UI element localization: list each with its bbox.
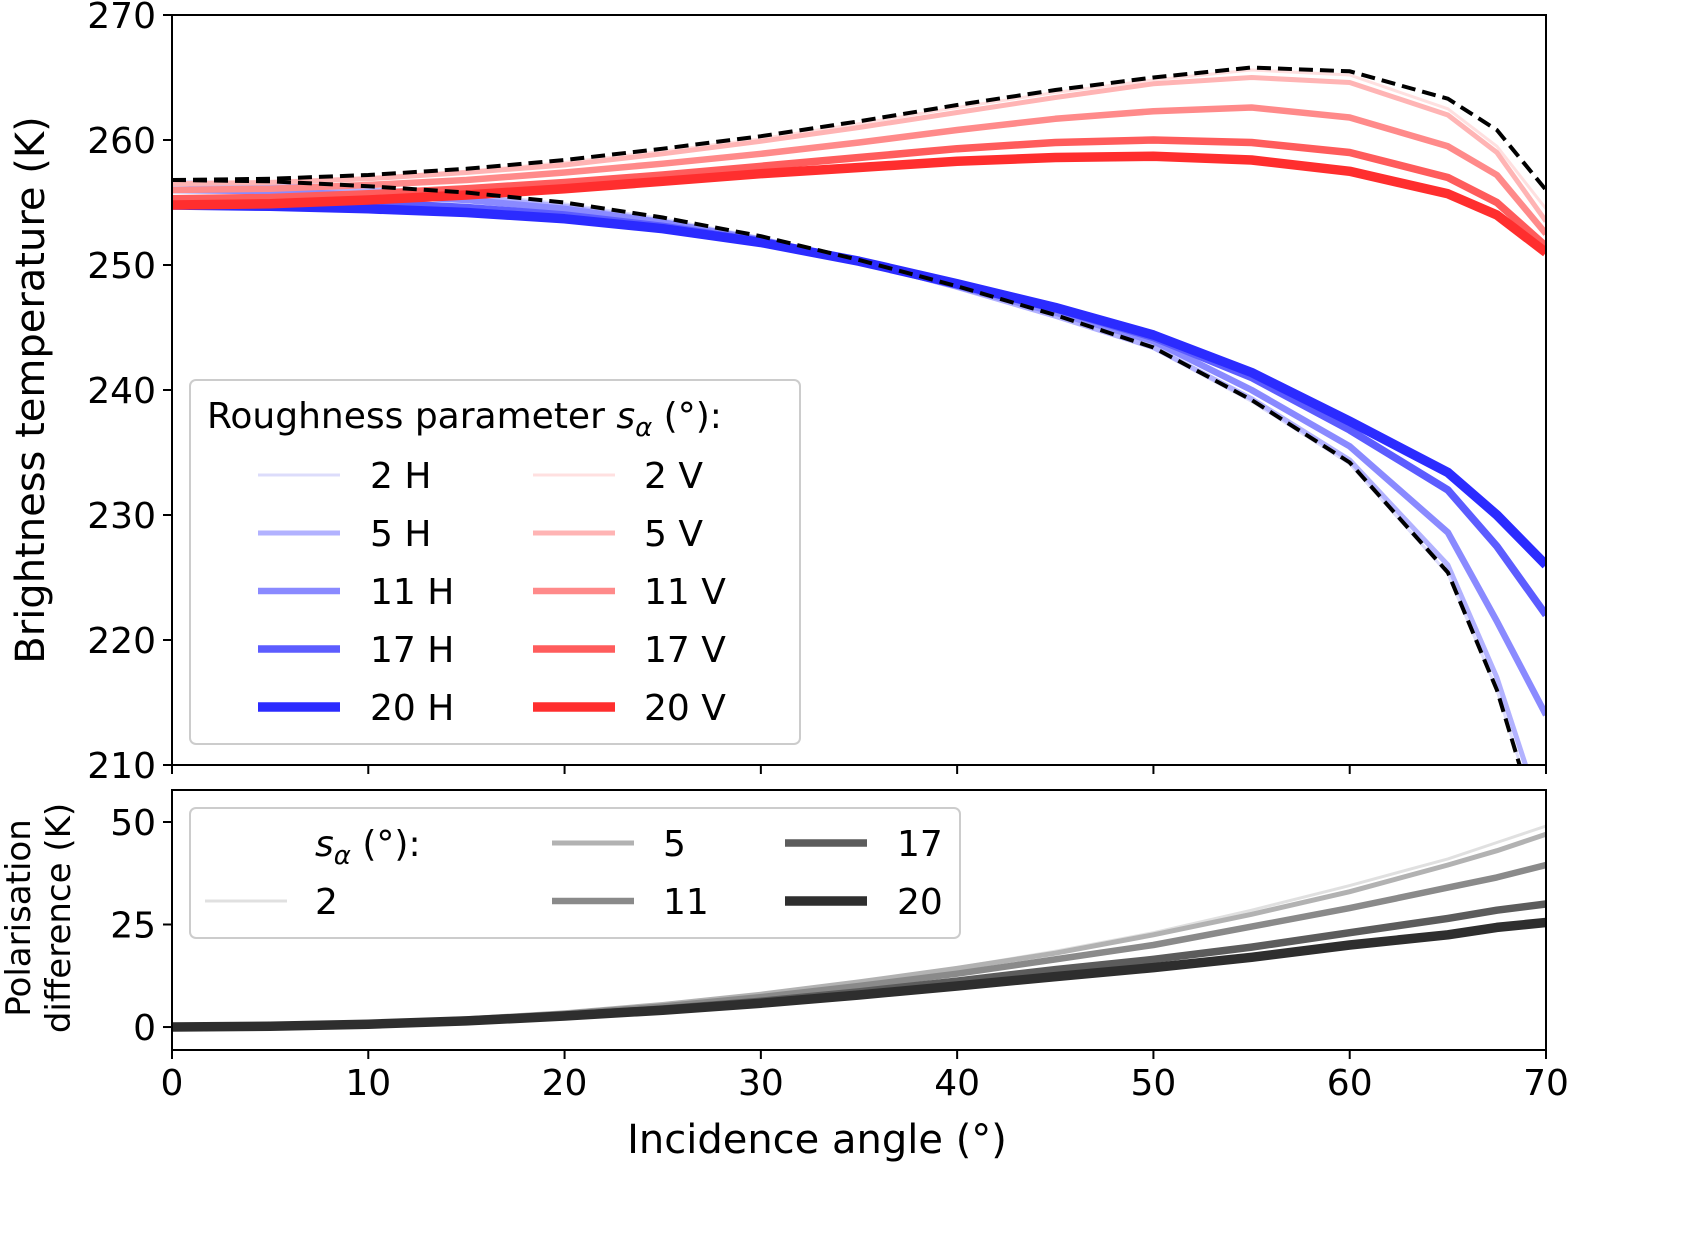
legend-label: 2: [315, 882, 338, 923]
x-tick-label: 70: [1523, 1063, 1569, 1104]
legend-item-5-H: 5 H: [258, 514, 431, 555]
series-line-17-V: [172, 136, 1546, 250]
legend-label: 20: [897, 882, 943, 923]
legend-box: [189, 379, 801, 745]
legend-title: Roughness parameter sα (°):: [207, 396, 722, 443]
legend-label: 2 H: [370, 456, 431, 497]
legend-box: [189, 807, 961, 939]
top-legend: Roughness parameter sα (°): 2 H 5 H 11 H 17 …: [189, 379, 801, 745]
top-y-axis-label: Brightness temperature (K): [8, 116, 54, 663]
legend-label: 20 H: [370, 688, 454, 729]
legend-title: sα (°):: [315, 824, 421, 871]
legend-label: 17 H: [370, 630, 454, 671]
legend-item-17-V: 17 V: [533, 630, 726, 671]
y-tick-label: 210: [87, 746, 156, 787]
legend-item-5-V: 5 V: [533, 514, 703, 555]
reference-dashed-line-smooth-H: [172, 178, 1522, 765]
legend-item-11-H: 11 H: [258, 572, 454, 613]
series-line-11-V: [172, 104, 1546, 236]
y-tick-label: 230: [87, 496, 156, 537]
x-tick-label: 60: [1327, 1063, 1373, 1104]
series-line-5-V: [172, 75, 1546, 223]
y-tick-label: 270: [87, 0, 156, 37]
series-line-20-V: [172, 151, 1546, 257]
x-tick-label: 50: [1131, 1063, 1177, 1104]
x-tick-label: 10: [345, 1063, 391, 1104]
legend-item-20: 20: [785, 882, 943, 923]
x-tick-label: 0: [161, 1063, 184, 1104]
plot-area: [172, 65, 1546, 765]
legend-item-2-V: 2 V: [533, 456, 703, 497]
legend-label: 5 H: [370, 514, 431, 555]
y-tick-label: 50: [110, 803, 156, 844]
x-tick-label: 20: [542, 1063, 588, 1104]
top-panel: 210 220 230 240 250 260 270 Roughness parameter…: [87, 0, 1547, 787]
y-tick-label: 220: [87, 621, 156, 662]
plot-area: [172, 824, 1546, 1032]
legend-item-11: 11: [552, 882, 709, 923]
legend-item-20-H: 20 H: [258, 688, 454, 729]
legend-label: 20 V: [644, 688, 726, 729]
legend-item-5: 5: [552, 824, 686, 865]
bottom-y-axis-label-line1: Polarisation: [0, 819, 39, 1016]
x-tick-label: 30: [738, 1063, 784, 1104]
legend-label: 17: [897, 824, 943, 865]
series-line-20: [172, 917, 1546, 1032]
legend-label: 11: [663, 882, 709, 923]
legend-label: 11 H: [370, 572, 454, 613]
legend-label: 2 V: [644, 456, 703, 497]
legend-item-17: 17: [785, 824, 943, 865]
y-tick-label: 25: [110, 906, 156, 947]
bottom-legend: sα (°): 2 5 11 17 20: [189, 807, 961, 939]
y-tick-label: 240: [87, 371, 156, 412]
y-tick-label: 0: [133, 1008, 156, 1049]
legend-item-2-H: 2 H: [258, 456, 431, 497]
y-tick-label: 250: [87, 246, 156, 287]
x-tick-label: 40: [934, 1063, 980, 1104]
y-tick-label: 260: [87, 121, 156, 162]
legend-item-11-V: 11 V: [533, 572, 726, 613]
legend-label: 5 V: [644, 514, 703, 555]
legend-label: 5: [663, 824, 686, 865]
x-axis-label: Incidence angle (°): [627, 1117, 1007, 1163]
axes-frame: [171, 789, 1547, 1051]
legend-label: 11 V: [644, 572, 726, 613]
legend-item-20-V: 20 V: [533, 688, 726, 729]
legend-item-2: 2: [205, 882, 338, 923]
legend-label: 17 V: [644, 630, 726, 671]
reference-dashed-line-smooth-V: [172, 65, 1546, 192]
bottom-y-axis-label-line2: difference (K): [39, 803, 79, 1033]
legend-item-17-H: 17 H: [258, 630, 454, 671]
